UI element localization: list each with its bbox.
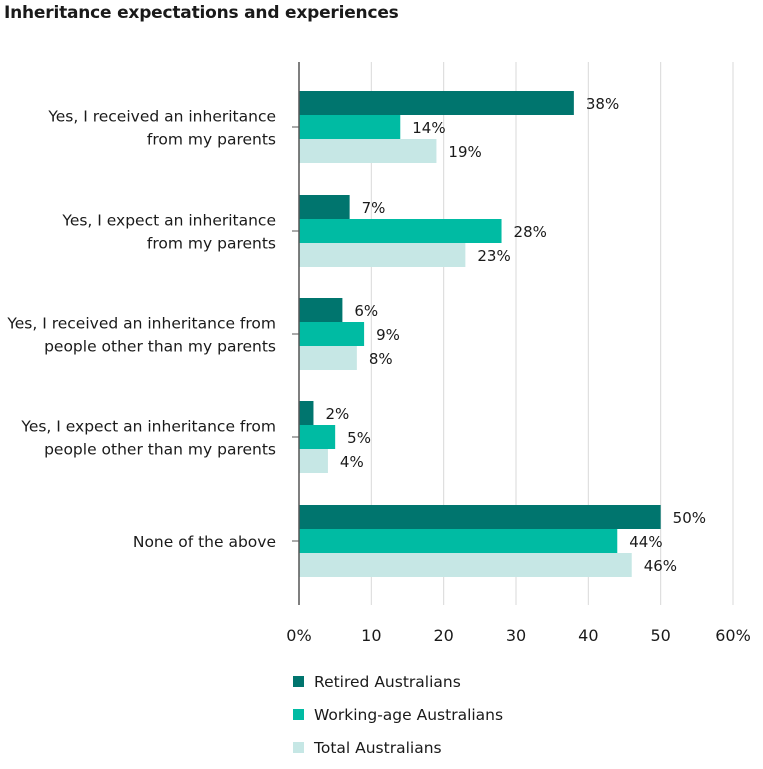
x-tick-label: 40 [578, 626, 598, 645]
bar [299, 195, 350, 219]
category-label: from my parents [147, 235, 276, 253]
category-label: from my parents [147, 131, 276, 149]
bar [299, 425, 336, 449]
legend-label: Retired Australians [314, 673, 461, 691]
data-label: 8% [369, 350, 393, 368]
data-label: 7% [362, 199, 386, 217]
bar [299, 346, 357, 370]
bar [299, 115, 401, 139]
data-label: 38% [586, 95, 619, 113]
legend-label: Total Australians [313, 739, 442, 757]
data-label: 19% [448, 143, 481, 161]
category-label: Yes, I received an inheritance [47, 108, 276, 126]
data-label: 46% [644, 557, 677, 575]
bar [299, 505, 661, 529]
bar [299, 243, 466, 267]
bar [299, 298, 343, 322]
data-label: 50% [673, 509, 706, 527]
x-tick-label: 10 [361, 626, 381, 645]
category-label: None of the above [133, 533, 276, 551]
x-tick-label: 0% [286, 626, 311, 645]
data-label: 6% [354, 302, 378, 320]
bar [299, 449, 328, 473]
x-tick-label: 20 [433, 626, 453, 645]
category-label: Yes, I expect an inheritance [61, 212, 276, 230]
legend-swatch [293, 709, 304, 720]
bar [299, 219, 502, 243]
data-label: 28% [514, 223, 547, 241]
category-label: Yes, I expect an inheritance from [20, 418, 276, 436]
data-label: 4% [340, 453, 364, 471]
x-tick-label: 60% [715, 626, 751, 645]
legend-label: Working-age Australians [314, 706, 503, 724]
bar [299, 529, 618, 553]
bar [299, 553, 632, 577]
bar [299, 139, 437, 163]
bar [299, 91, 574, 115]
data-label: 14% [412, 119, 445, 137]
bar [299, 322, 365, 346]
data-label: 2% [325, 405, 349, 423]
data-label: 44% [629, 533, 662, 551]
chart-title: Inheritance expectations and experiences [4, 3, 399, 23]
x-tick-label: 30 [506, 626, 526, 645]
data-label: 5% [347, 429, 371, 447]
category-label: people other than my parents [44, 441, 276, 459]
bar [299, 401, 314, 425]
x-tick-label: 50 [650, 626, 670, 645]
data-label: 23% [477, 247, 510, 265]
legend-swatch [293, 676, 304, 687]
data-label: 9% [376, 326, 400, 344]
legend-swatch [293, 742, 304, 753]
category-label: people other than my parents [44, 338, 276, 356]
category-label: Yes, I received an inheritance from [6, 315, 276, 333]
